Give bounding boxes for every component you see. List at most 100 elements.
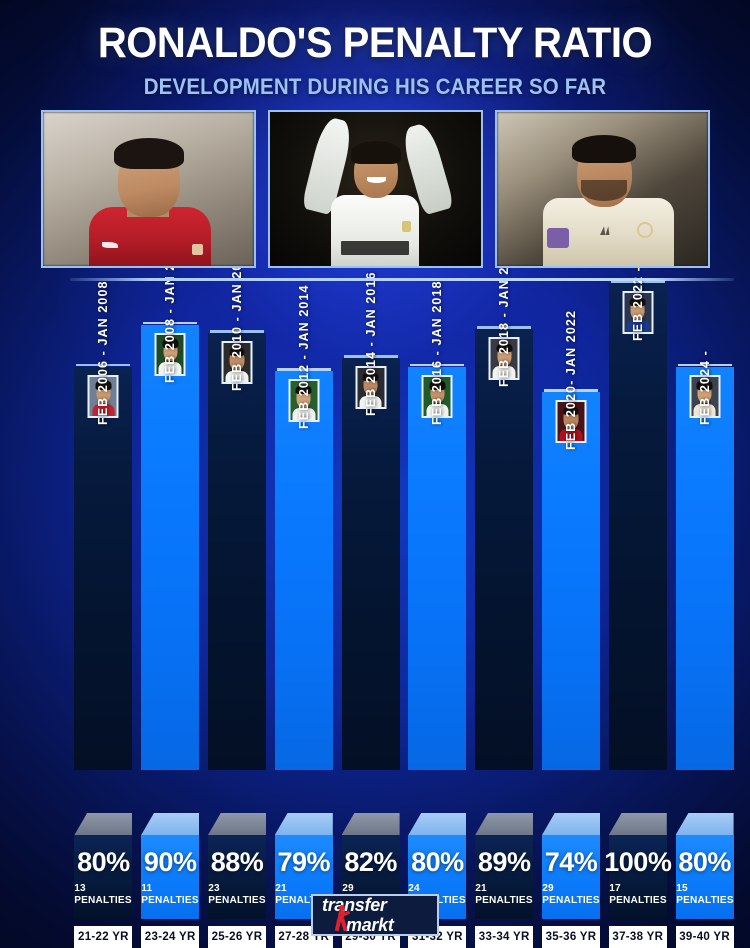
bar-column [341,358,400,770]
ronaldo-al-nassr-photo [494,110,710,268]
bar-column [675,366,734,770]
chart-bar: FEB 2020- JAN 2022 [542,310,600,770]
stat-block-body: 80% 13 PENALTIES [74,835,133,919]
bar-top-cap [677,363,732,367]
penalty-count-label: 21 PENALTIES [475,881,533,906]
ronaldo-real-madrid-celebration-photo [267,110,483,268]
bar-column [608,283,667,770]
page-title: RONALDO'S PENALTY RATIO [97,19,653,67]
stat-block: 88% 23 PENALTIES 25-26 YR [208,813,266,948]
penalty-count-label: 23 PENALTIES [208,881,266,906]
chart-bar: FEB 2014 - JAN 2016 [341,272,400,770]
bar-period-label: FEB 2006 - JAN 2008 [96,280,111,425]
penalty-count-label: 29 PENALTIES [542,881,600,906]
penalty-count-label: 15 PENALTIES [675,881,734,906]
page-subtitle: DEVELOPMENT DURING HIS CAREER SO FAR [143,74,607,99]
bar-column [74,366,133,770]
penalty-ratio-value: 88% [210,846,264,877]
footer: transfer markt [0,894,750,936]
stat-block: 80% 15 PENALTIES 39-40 YR [675,813,734,948]
penalty-count-label: 13 PENALTIES [74,881,133,906]
stat-block-roof [675,813,734,835]
stat-block-body: 80% 15 PENALTIES [675,835,734,919]
stat-block: 89% 21 PENALTIES 33-34 YR [475,813,534,948]
hero-photo-strip [0,110,750,270]
chart-bar: FEB 2008 - JAN 2010 [141,238,200,770]
bar-top-cap [544,389,598,392]
ronaldo-thumbnail-10 [689,374,721,418]
bar-top-cap [610,280,665,283]
logo-line-transfer: transfer [322,895,387,915]
stat-block-roof [141,813,200,835]
stat-block: 80% 13 PENALTIES 21-22 YR [74,813,133,948]
transfermarkt-logo: transfer markt [311,894,439,936]
age-range-label: 39-40 YR [675,926,734,948]
penalty-count-label: 11 PENALTIES [141,881,199,906]
stat-block-body: 90% 11 PENALTIES [141,835,200,919]
penalty-ratio-value: 82% [344,846,397,877]
ronaldo-manchester-united-photo [40,110,256,268]
age-range-label: 25-26 YR [208,926,266,948]
stat-block-roof [408,813,467,835]
stat-block-roof [608,813,667,835]
stat-block: 90% 11 PENALTIES 23-24 YR [141,813,200,948]
penalty-ratio-value: 79% [277,846,331,877]
ronaldo-thumbnail-4 [288,379,320,423]
bar-column [542,392,600,770]
bar-column [274,371,333,770]
age-range-label: 37-38 YR [608,926,667,948]
bar-top-cap [343,355,398,358]
bar-top-cap [477,326,532,329]
stat-block-body: 88% 23 PENALTIES [208,835,266,919]
penalty-count-label: 17 PENALTIES [609,881,667,906]
player-figure-icon [334,905,351,932]
header: RONALDO'S PENALTY RATIO DEVELOPMENT DURI… [0,0,750,100]
bar-top-cap [210,330,264,333]
stat-block-body: 100% 17 PENALTIES [604,835,672,919]
penalty-ratio-value: 80% [678,846,731,877]
age-range-label: 33-34 YR [475,926,534,948]
bar-period-label: FEB 2020- JAN 2022 [564,309,578,450]
age-range-label: 35-36 YR [542,926,600,948]
penalty-ratio-value: 74% [544,846,598,877]
bar-top-cap [143,321,198,325]
bar-period-label: FEB 2012 - JAN 2014 [296,284,311,430]
bar-top-cap [276,368,331,371]
stat-block-body: 89% 21 PENALTIES [475,835,534,919]
bar-column [408,366,467,770]
bar-period-label: FEB 2016 - JAN 2018 [430,280,445,425]
stat-block: 100% 17 PENALTIES 37-38 YR [604,813,672,948]
ronaldo-thumbnail-2 [154,332,186,376]
bar-column [475,329,534,770]
stat-block-roof [208,813,266,835]
stat-block-roof [542,813,600,835]
stat-block-body: 74% 29 PENALTIES [542,835,600,919]
ronaldo-thumbnail-3 [221,341,253,385]
chart-bar: FEB 2012 - JAN 2014 [274,284,333,770]
penalty-ratio-value: 90% [143,846,197,877]
bar-top-cap [410,363,465,367]
chart-bar: FEB 2022 - JAN 2024 [608,196,667,770]
bar-period-label: FEB 2024 - [697,349,712,425]
stat-block-roof [341,813,400,835]
penalty-ratio-value: 80% [77,846,130,877]
ronaldo-thumbnail-8 [555,400,587,443]
chart-bar: FEB 2016 - JAN 2018 [408,280,467,770]
ronaldo-thumbnail-7 [488,337,520,381]
penalty-ratio-value: 89% [477,846,531,877]
ronaldo-thumbnail-5 [355,366,387,410]
stat-block: 74% 29 PENALTIES 35-36 YR [542,813,600,948]
logo-line-markt: markt [346,915,394,935]
stat-block-roof [274,813,333,835]
bar-top-cap [76,363,131,367]
chart-bar: FEB 2006 - JAN 2008 [74,280,133,770]
penalty-ratio-value: 80% [411,846,464,877]
chart-bar: FEB 2018 - JAN 2020 [475,243,534,770]
chart-bar: FEB 2010 - JAN 2012 [208,247,266,770]
ronaldo-thumbnail-9 [622,291,654,334]
ronaldo-thumbnail-1 [87,374,119,418]
ronaldo-thumbnail-6 [421,374,453,418]
bar-column [141,324,200,770]
stat-block-roof [74,813,133,835]
